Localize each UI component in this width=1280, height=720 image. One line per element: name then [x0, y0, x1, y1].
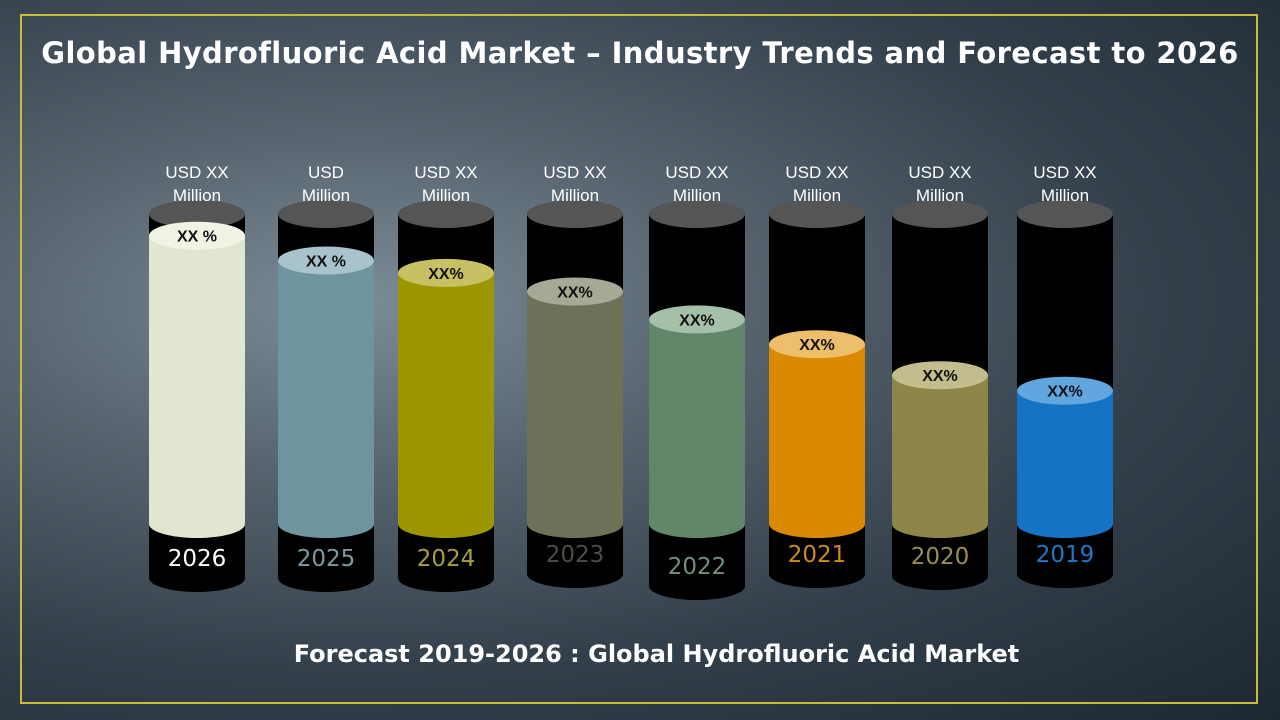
bar-fill — [278, 260, 374, 524]
bar-fill-top — [278, 246, 374, 275]
value-label: USD XX — [785, 163, 848, 182]
tube-cap — [398, 200, 494, 228]
value-label: USD XX — [1033, 163, 1096, 182]
tube-base — [1017, 560, 1113, 588]
year-label: 2019 — [1036, 542, 1095, 568]
year-label: 2022 — [668, 554, 727, 580]
growth-label: XX % — [177, 229, 217, 246]
bar-fill-bottom — [769, 510, 865, 538]
bar-fill — [398, 272, 494, 524]
year-label: 2023 — [546, 542, 605, 568]
bar-2026: XX % USD XX Million 2026 — [149, 163, 245, 592]
bar-fill-bottom — [892, 510, 988, 538]
tube-base — [769, 560, 865, 588]
tube-base — [149, 564, 245, 592]
year-label: 2020 — [911, 544, 970, 570]
bar-fill-top — [769, 330, 865, 359]
bar-2019: XX% USD XX Million 2019 — [1017, 163, 1113, 588]
bar-fill — [649, 319, 745, 524]
year-label: 2021 — [788, 542, 847, 568]
bar-fill-top — [892, 361, 988, 390]
value-label: Million — [673, 186, 721, 205]
bar-fill-top — [649, 305, 745, 334]
value-label: USD — [308, 163, 344, 182]
year-label: 2026 — [168, 546, 227, 572]
bar-2023: XX% USD XX Million 2023 — [527, 163, 623, 588]
bar-fill — [769, 344, 865, 524]
bar-fill-bottom — [149, 510, 245, 538]
growth-label: XX% — [428, 266, 464, 283]
tube-base — [892, 562, 988, 590]
growth-label: XX% — [679, 312, 715, 329]
value-label: Million — [173, 186, 221, 205]
bar-fill-top — [149, 221, 245, 250]
growth-label: XX% — [922, 368, 958, 385]
value-label: Million — [422, 186, 470, 205]
value-label: Million — [302, 186, 350, 205]
bar-fill-bottom — [278, 510, 374, 538]
value-label: USD XX — [165, 163, 228, 182]
bar-2025: XX % USD Million 2025 — [278, 163, 374, 592]
tube-cap — [769, 200, 865, 228]
bar-fill-top — [1017, 376, 1113, 405]
bar-2024: XX% USD XX Million 2024 — [398, 163, 494, 592]
bar-fill — [892, 375, 988, 524]
value-label: USD XX — [543, 163, 606, 182]
tube-cap — [892, 200, 988, 228]
value-label: Million — [1041, 186, 1089, 205]
tube-base — [398, 564, 494, 592]
tube-cap — [149, 200, 245, 228]
tube-cap — [278, 200, 374, 228]
value-label: Million — [793, 186, 841, 205]
bar-fill — [527, 291, 623, 524]
value-label: USD XX — [665, 163, 728, 182]
tube-base — [278, 564, 374, 592]
year-label: 2025 — [297, 546, 356, 572]
value-label: Million — [551, 186, 599, 205]
tube-cap — [527, 200, 623, 228]
value-label: Million — [916, 186, 964, 205]
bar-2021: XX% USD XX Million 2021 — [769, 163, 865, 588]
growth-label: XX% — [799, 337, 835, 354]
tube-cap — [1017, 200, 1113, 228]
tube-cap — [649, 200, 745, 228]
bar-2020: XX% USD XX Million 2020 — [892, 163, 988, 590]
bar-fill-bottom — [649, 510, 745, 538]
bar-fill-top — [527, 277, 623, 306]
slide-frame — [20, 14, 1258, 704]
growth-label: XX% — [557, 285, 593, 302]
bar-fill-bottom — [527, 510, 623, 538]
bar-fill-bottom — [1017, 510, 1113, 538]
tube-base — [527, 560, 623, 588]
bar-2022: XX% USD XX Million 2022 — [649, 163, 745, 600]
year-label: 2024 — [417, 546, 476, 572]
chart-title: Global Hydrofluoric Acid Market – Indust… — [41, 36, 1239, 70]
bar-fill — [149, 235, 245, 524]
growth-label: XX% — [1047, 384, 1083, 401]
tube-base — [649, 572, 745, 600]
bar-fill — [1017, 390, 1113, 524]
value-label: USD XX — [414, 163, 477, 182]
chart-footer: Forecast 2019-2026 : Global Hydrofluoric… — [293, 640, 1020, 668]
growth-label: XX % — [306, 254, 346, 271]
bar-fill-top — [398, 258, 494, 287]
value-label: USD XX — [908, 163, 971, 182]
bar-fill-bottom — [398, 510, 494, 538]
